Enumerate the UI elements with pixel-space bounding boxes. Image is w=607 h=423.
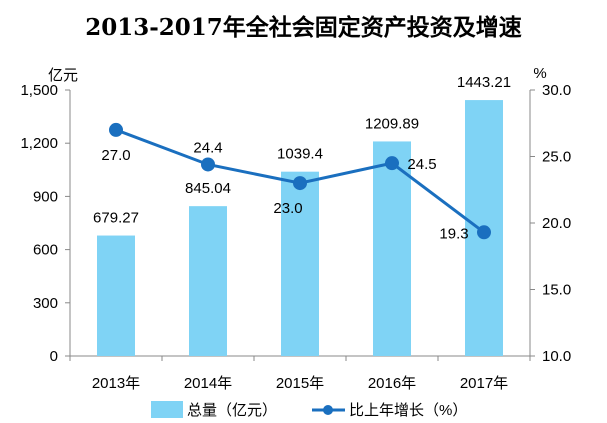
left-tick-label: 0 [50, 348, 58, 365]
bar [189, 206, 227, 356]
line-label: 27.0 [101, 147, 130, 164]
line-label: 24.4 [193, 139, 222, 156]
line-point [385, 156, 399, 171]
legend-line-marker [323, 405, 333, 415]
line-point [293, 176, 307, 191]
line-label: 24.5 [407, 156, 436, 173]
line-label: 19.3 [439, 225, 468, 242]
x-tick-label: 2014年 [184, 375, 232, 392]
legend-line-label: 比上年增长（%） [349, 402, 467, 419]
left-tick-label: 600 [33, 242, 58, 259]
right-tick-label: 15.0 [542, 282, 571, 299]
bar-label: 679.27 [93, 210, 139, 227]
right-tick-label: 30.0 [542, 82, 571, 99]
legend-bar-label: 总量（亿元） [187, 402, 277, 419]
right-tick-label: 10.0 [542, 348, 571, 365]
bar [373, 141, 411, 356]
x-tick-label: 2015年 [276, 375, 324, 392]
bar [281, 171, 319, 356]
left-axis-title: 亿元 [48, 67, 78, 84]
left-tick-label: 900 [33, 188, 58, 205]
bar-label: 1443.21 [457, 74, 511, 91]
line-point [477, 225, 491, 240]
right-tick-label: 25.0 [542, 149, 571, 166]
bar [97, 235, 135, 356]
x-tick-label: 2016年 [368, 375, 416, 392]
left-tick-label: 1,200 [20, 135, 58, 152]
left-tick-label: 300 [33, 295, 58, 312]
bar-label: 845.04 [185, 180, 231, 197]
chart-title: 2013-2017年全社会固定资产投资及增速 [85, 14, 522, 41]
line-point [201, 157, 215, 172]
line-label: 23.0 [273, 200, 302, 217]
left-tick-label: 1,500 [20, 82, 58, 99]
x-tick-label: 2017年 [460, 375, 508, 392]
bar-label: 1209.89 [365, 115, 419, 132]
line-point [109, 122, 123, 137]
bar-label: 1039.4 [277, 146, 323, 163]
legend-bar-swatch [151, 401, 183, 418]
right-tick-label: 20.0 [542, 215, 571, 232]
right-axis-title: % [533, 65, 546, 82]
x-tick-label: 2013年 [92, 375, 140, 392]
